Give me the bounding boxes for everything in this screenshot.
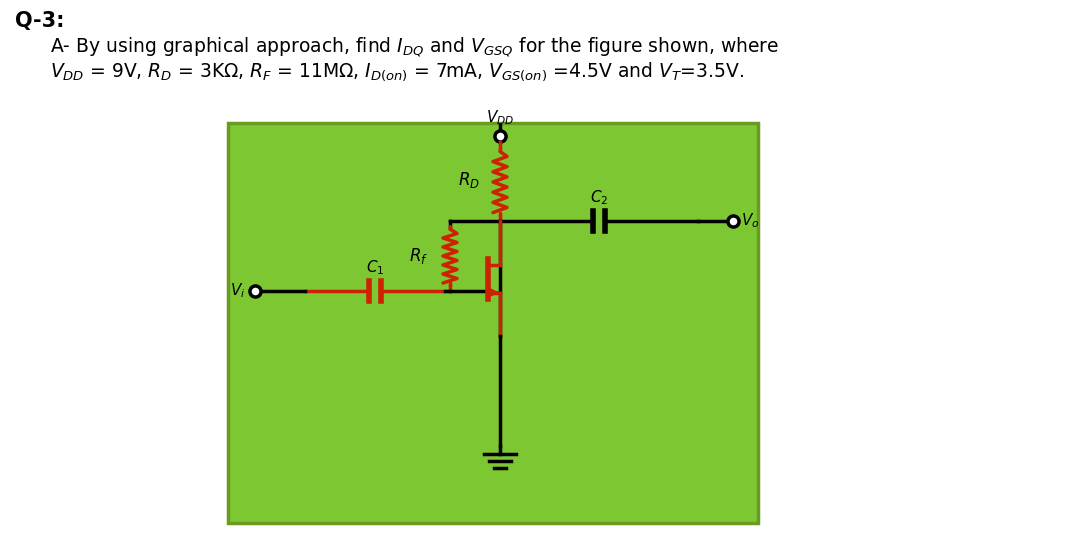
Text: $R_D$: $R_D$: [458, 170, 480, 190]
Text: $C_2$: $C_2$: [590, 188, 608, 207]
Text: $V_{DD}$: $V_{DD}$: [486, 109, 514, 127]
Text: $R_f$: $R_f$: [409, 246, 428, 266]
Text: A- By using graphical approach, find $I_{DQ}$ and $V_{GSQ}$ for the figure shown: A- By using graphical approach, find $I_…: [50, 36, 779, 59]
Text: $C_1$: $C_1$: [366, 258, 384, 277]
Bar: [228, 123, 758, 523]
Text: $V_o$: $V_o$: [741, 212, 759, 230]
Text: $V_i$: $V_i$: [230, 282, 245, 300]
Text: $V_{DD}$ = 9V, $R_D$ = 3K$\Omega$, $R_F$ = 11M$\Omega$, $I_{D(on)}$ = 7mA, $V_{G: $V_{DD}$ = 9V, $R_D$ = 3K$\Omega$, $R_F$…: [50, 61, 744, 83]
Text: Q-3:: Q-3:: [15, 11, 65, 31]
